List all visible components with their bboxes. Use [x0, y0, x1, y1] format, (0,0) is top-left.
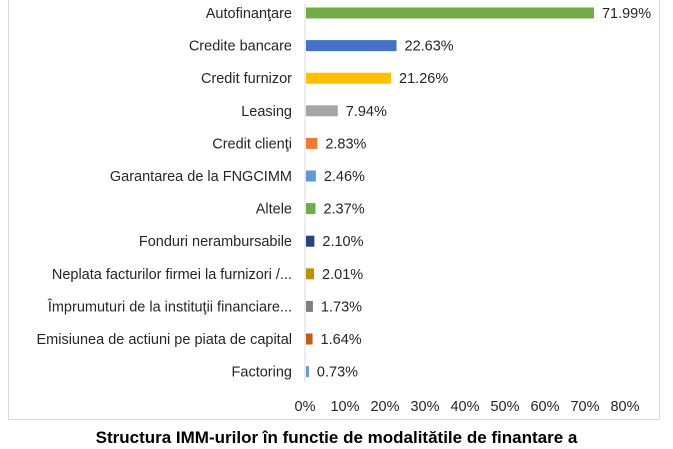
- bar-chart: Autofinanţare 71.99% Credite bancare 22.63%…: [36, 4, 651, 415]
- category-label: Factoring: [232, 365, 292, 381]
- data-label: 1.73%: [321, 299, 362, 315]
- bar: [306, 7, 594, 19]
- category-label: Împrumuturi de la instituţii financiare.…: [47, 298, 292, 315]
- data-label: 22.63%: [405, 39, 454, 55]
- chart-frame: [8, 0, 660, 420]
- data-label: 71.99%: [602, 6, 651, 22]
- x-tick-label: 60%: [530, 399, 559, 415]
- category-label: Credit clienţi: [212, 136, 292, 152]
- data-label: 2.46%: [324, 169, 365, 185]
- bar: [306, 333, 313, 345]
- bar: [306, 268, 315, 280]
- category-label: Altele: [256, 202, 292, 218]
- bar: [306, 300, 313, 312]
- chart-caption: Structura IMM-urilor în functie de modal…: [95, 428, 578, 447]
- x-tick-label: 10%: [330, 399, 359, 415]
- category-label: Leasing: [241, 104, 292, 120]
- category-label: Garantarea de la FNGCIMM: [110, 169, 292, 185]
- data-label: 2.37%: [323, 202, 364, 218]
- data-label: 1.64%: [321, 332, 362, 348]
- bar: [306, 235, 315, 247]
- x-tick-label: 30%: [410, 399, 439, 415]
- category-label: Credite bancare: [189, 39, 292, 55]
- category-label: Emisiunea de actiuni pe piata de capital: [36, 332, 292, 348]
- data-label: 2.01%: [322, 267, 363, 283]
- bar: [306, 203, 316, 215]
- data-label: 7.94%: [346, 104, 387, 120]
- bar: [306, 72, 392, 84]
- x-tick-label: 40%: [450, 399, 479, 415]
- x-tick-label: 20%: [370, 399, 399, 415]
- category-label: Fonduri nerambursabile: [139, 234, 292, 250]
- bar: [306, 366, 309, 378]
- x-tick-label: 0%: [295, 399, 316, 415]
- x-tick-label: 70%: [570, 399, 599, 415]
- category-label: Autofinanţare: [206, 6, 292, 22]
- data-label: 2.83%: [325, 136, 366, 152]
- bar: [306, 40, 397, 52]
- category-label: Credit furnizor: [201, 71, 292, 87]
- bar: [306, 105, 338, 117]
- category-label: Neplata facturilor firmei la furnizori /…: [52, 267, 292, 283]
- x-tick-label: 50%: [490, 399, 519, 415]
- data-label: 0.73%: [317, 365, 358, 381]
- data-label: 21.26%: [399, 71, 448, 87]
- x-tick-label: 80%: [610, 399, 639, 415]
- data-label: 2.10%: [322, 234, 363, 250]
- bar: [306, 170, 316, 182]
- bar: [306, 137, 318, 149]
